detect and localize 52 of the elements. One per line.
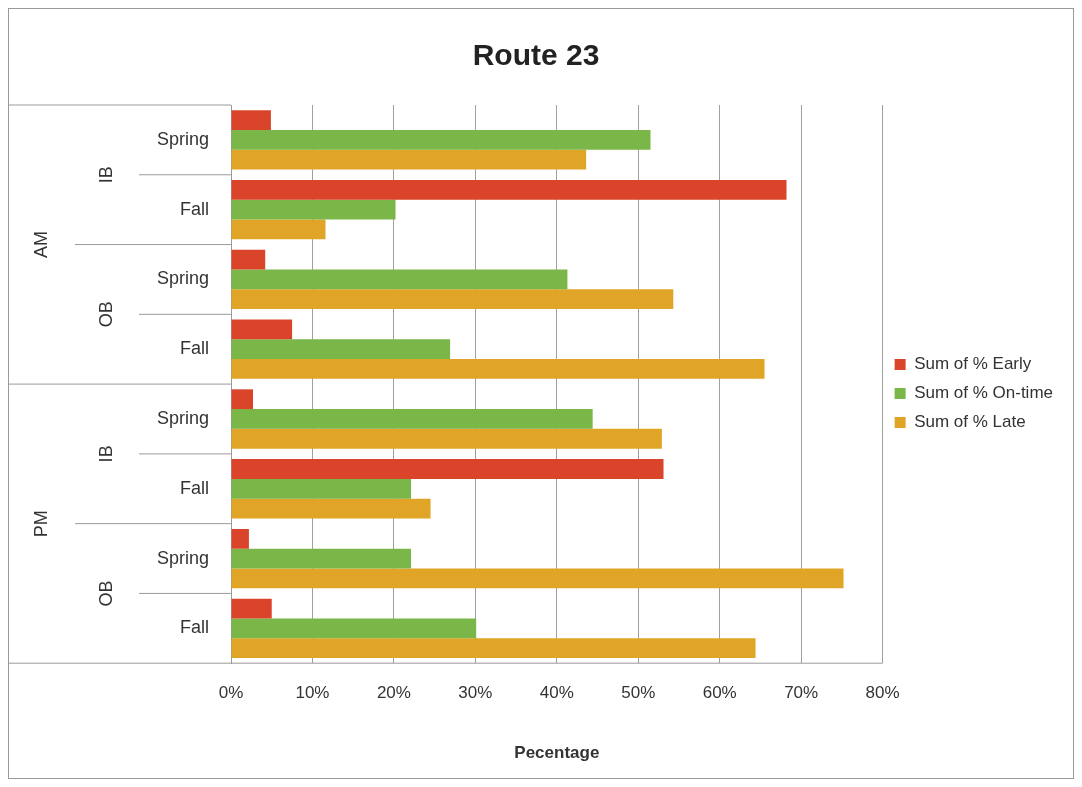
legend-label: Sum of % Late	[914, 412, 1026, 432]
bar	[231, 598, 272, 619]
x-tick-label: 0%	[218, 683, 244, 703]
y-tick-label: Fall	[179, 477, 209, 498]
bar	[231, 249, 266, 270]
y-tick-label: Spring	[156, 547, 209, 568]
y-tick-label: Spring	[156, 268, 209, 289]
chart-title: Route 23	[472, 38, 600, 72]
bar	[231, 339, 451, 360]
x-tick-label: 20%	[376, 683, 411, 703]
bar	[231, 180, 787, 200]
bar	[231, 359, 765, 379]
legend-label: Sum of % Early	[914, 354, 1032, 374]
bar	[231, 638, 756, 658]
bar	[231, 409, 593, 429]
bar	[231, 389, 253, 410]
bar	[231, 319, 293, 340]
bar	[231, 130, 651, 150]
y-tick-label: Spring	[156, 407, 209, 428]
bar	[231, 548, 412, 569]
bar	[231, 199, 396, 220]
bar	[231, 269, 568, 290]
text: PM	[30, 510, 51, 538]
bar	[231, 618, 477, 639]
text: IB	[95, 445, 116, 463]
x-axis-title: Pecentage	[514, 743, 600, 763]
bar	[231, 459, 664, 479]
x-tick-label: 40%	[539, 683, 574, 703]
bar	[231, 568, 844, 589]
bar	[231, 498, 431, 519]
y-tick-label: Spring	[156, 128, 209, 149]
text: OB	[95, 301, 116, 328]
bar	[231, 110, 271, 130]
text: OB	[95, 580, 116, 607]
bar	[231, 428, 662, 449]
y-tick-label: Fall	[179, 198, 209, 219]
y-tick-label: Fall	[179, 338, 209, 359]
x-tick-label: 10%	[295, 683, 330, 703]
x-tick-label: 50%	[621, 683, 656, 703]
legend-label: Sum of % On-time	[914, 383, 1053, 403]
y-tick-label: Fall	[179, 617, 209, 638]
text: IB	[95, 166, 116, 184]
x-tick-label: 30%	[458, 683, 493, 703]
bar	[231, 219, 326, 240]
bar	[231, 289, 674, 310]
x-tick-label: 80%	[865, 683, 900, 703]
bar	[231, 149, 587, 170]
bar	[231, 478, 412, 499]
bar	[231, 528, 249, 549]
x-tick-label: 60%	[702, 683, 737, 703]
x-tick-label: 70%	[784, 683, 819, 703]
text: AM	[30, 231, 51, 259]
